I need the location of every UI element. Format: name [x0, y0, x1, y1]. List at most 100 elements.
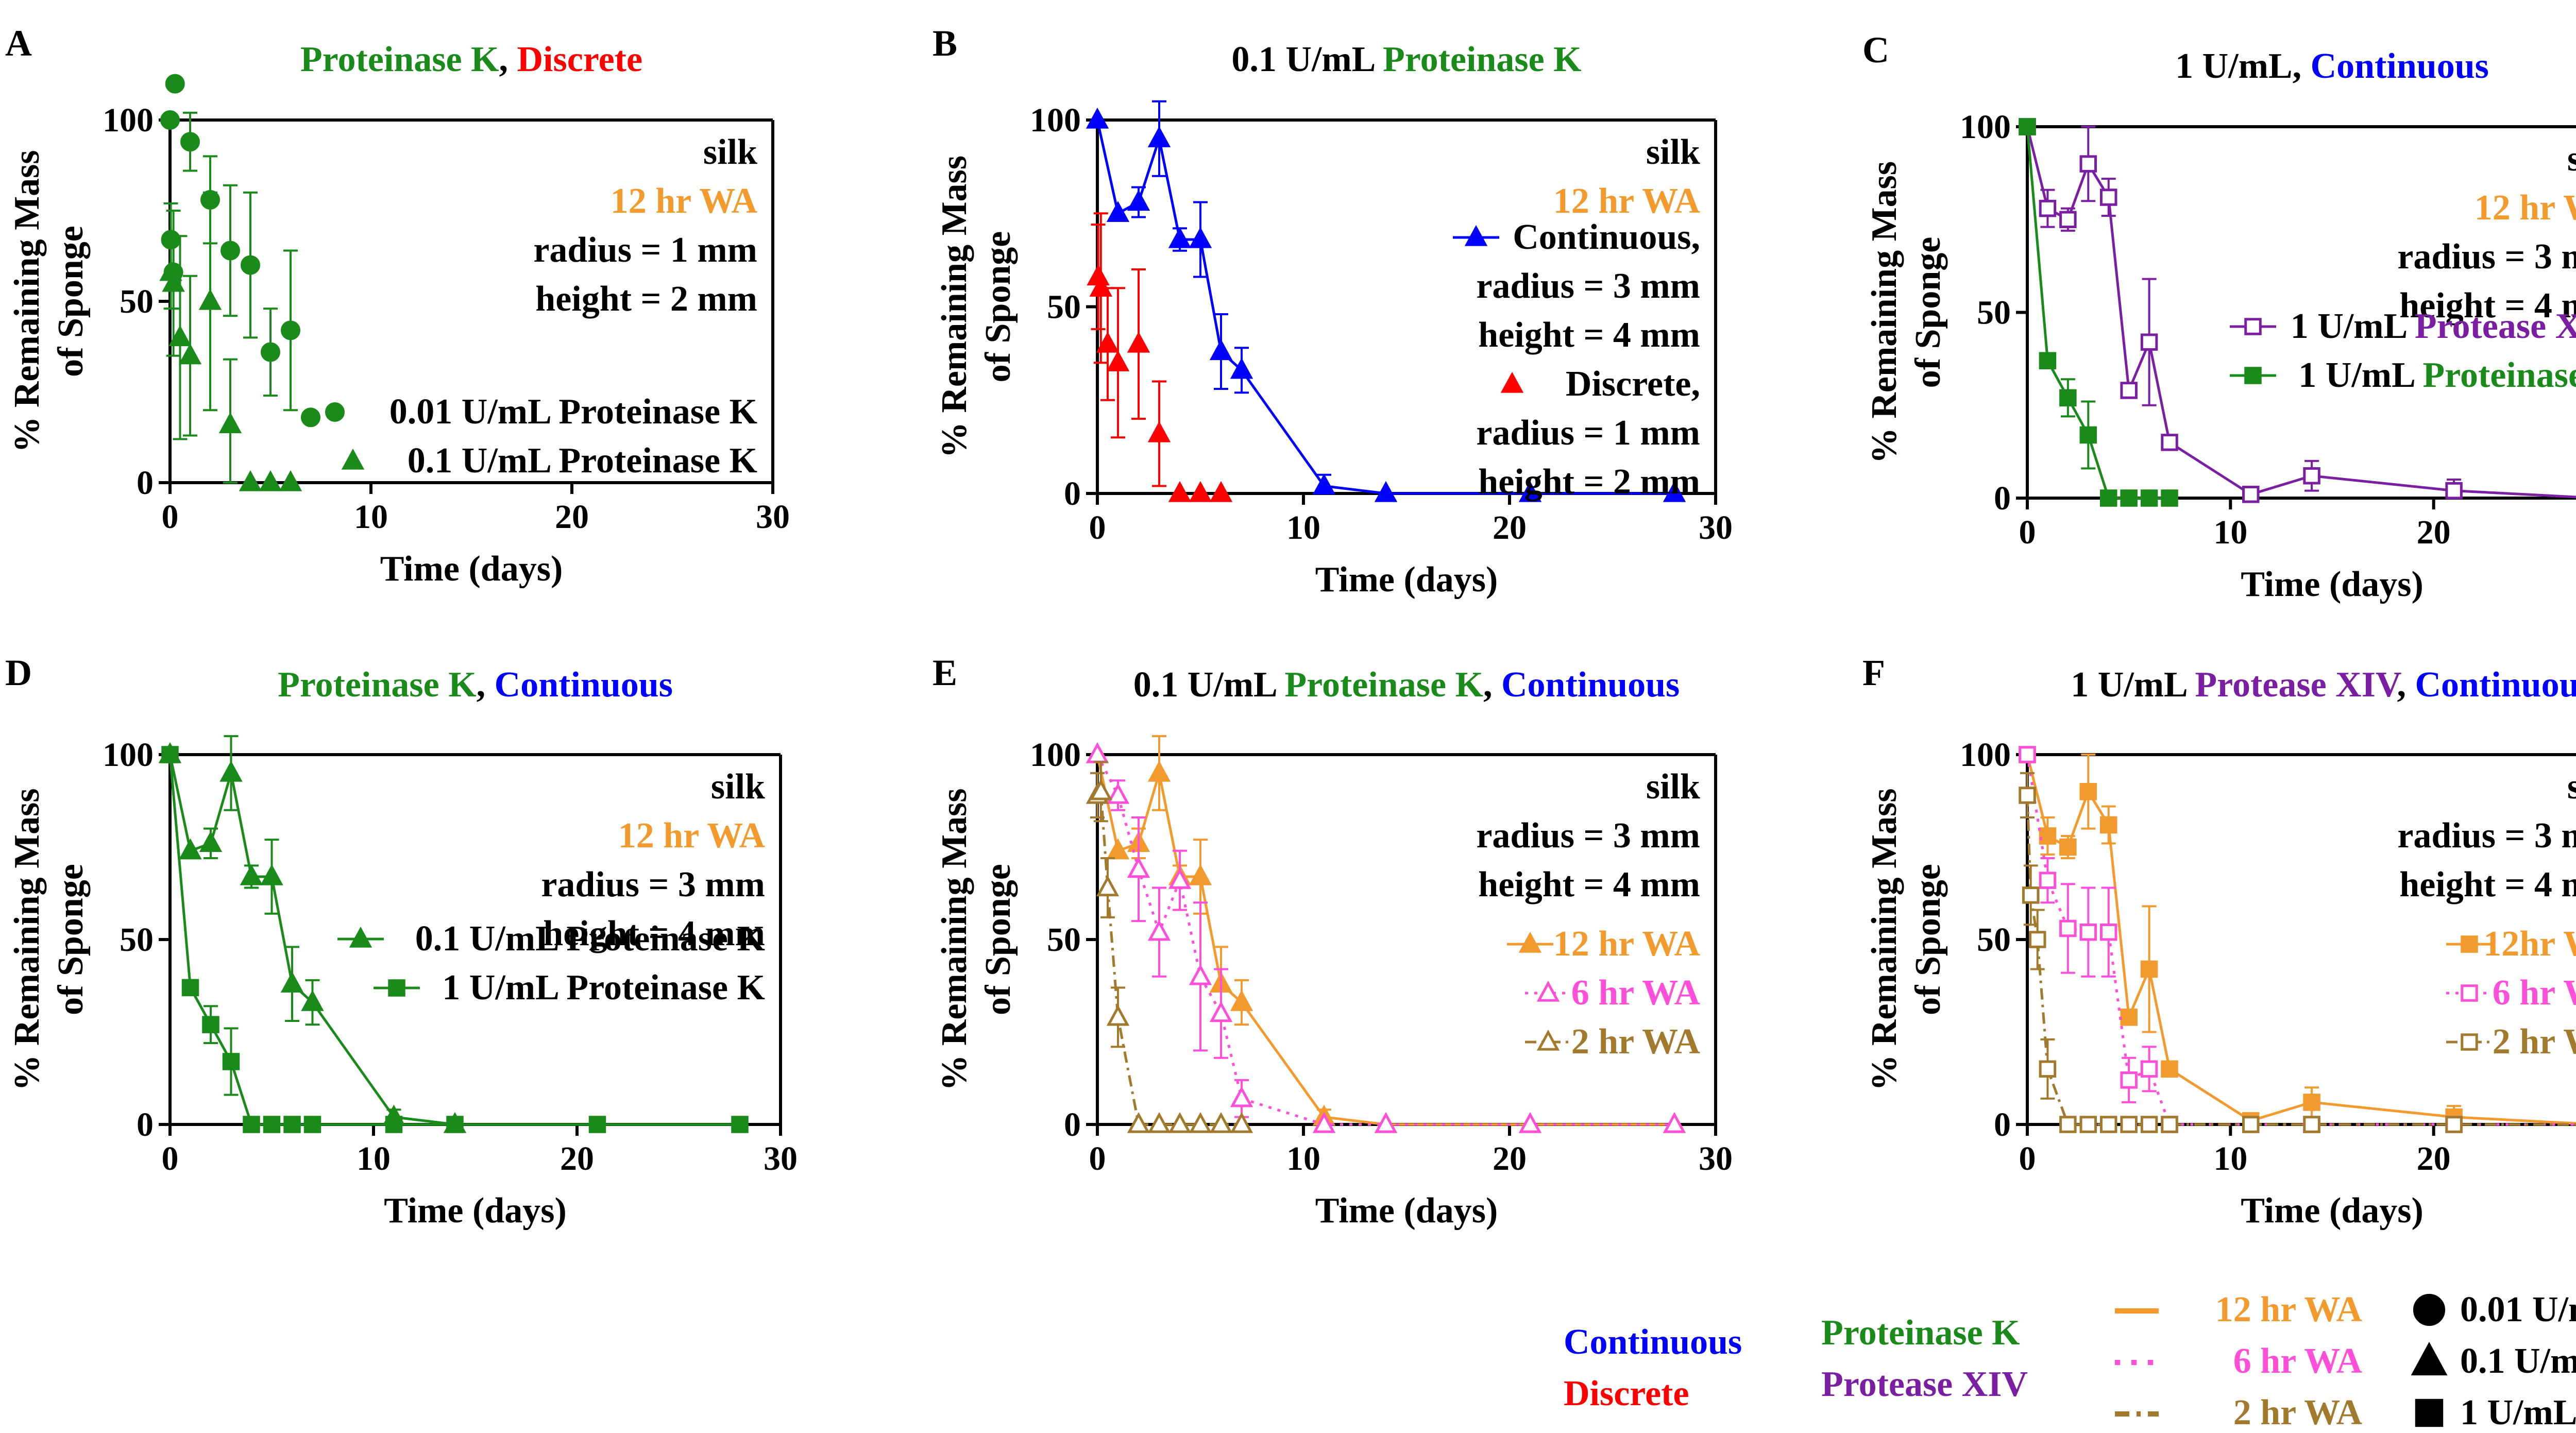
legend-label: 1 U/mL Proteinase K: [442, 968, 765, 1008]
data-point: [198, 288, 222, 310]
data-point: [1374, 481, 1398, 502]
annotation: height = 4 mm: [1478, 865, 1700, 905]
x-tick-label: 30: [1699, 509, 1733, 547]
legend-marker: [2461, 1033, 2478, 1051]
data-point: [301, 990, 324, 1011]
data-point: [2079, 1116, 2097, 1133]
y-tick-label: 0: [1994, 480, 2011, 517]
series-0-1-u-ml-proteinase-k: [159, 191, 302, 491]
panel-letter: E: [933, 652, 957, 693]
data-point: [1089, 779, 1113, 800]
legend-label: 12 hr WA: [1553, 924, 1701, 964]
series-discrete: [1087, 212, 1233, 502]
data-point: [1127, 331, 1150, 353]
annotation: silk: [711, 767, 765, 807]
y-axis-label: of Sponge: [51, 226, 91, 377]
chart-title-run: ,: [477, 665, 495, 705]
x-tick-label: 0: [162, 498, 179, 536]
legend-label: 12hr WA: [2483, 924, 2576, 964]
series-0-01-u-ml-proteinase-k: [160, 74, 320, 428]
data-point: [2120, 382, 2138, 399]
data-point: [1189, 864, 1212, 885]
data-point: [1230, 1112, 1253, 1133]
data-point: [178, 343, 202, 365]
data-point: [1086, 107, 1109, 129]
legend-marker: [2244, 367, 2262, 384]
data-point: [1230, 990, 1253, 1011]
annotation: 12 hr WA: [618, 816, 766, 856]
x-tick-label: 30: [756, 498, 790, 536]
key-conc-label: 0.1 U/mL: [2460, 1341, 2576, 1381]
legend-marker: [2461, 984, 2478, 1002]
series-1-u-ml-proteinase-k: [2019, 118, 2178, 507]
chart-title-run: 0.1 U/mL: [1133, 665, 1285, 705]
legend-label-run: Protease XIV: [2415, 306, 2576, 346]
data-point: [2079, 783, 2097, 800]
data-point: [2120, 489, 2138, 507]
y-tick-label: 0: [1994, 1106, 2011, 1144]
chart-title-run: Continuous: [2311, 46, 2489, 86]
data-point: [303, 1116, 321, 1133]
y-tick-label: 50: [1047, 921, 1081, 959]
x-axis-label: Time (days): [380, 549, 563, 589]
legend-label: height = 4 mm: [1478, 315, 1700, 355]
x-tick-label: 20: [1493, 509, 1527, 547]
data-point: [1168, 481, 1192, 502]
data-point: [1147, 1112, 1171, 1133]
data-point: [222, 1053, 240, 1070]
legend-marker: [388, 979, 405, 997]
y-axis-label: % Remaining Mass: [7, 788, 47, 1090]
y-axis-label: of Sponge: [1908, 864, 1948, 1015]
series-1-u-ml-proteinase-k: [161, 746, 749, 1133]
data-point: [2059, 838, 2077, 856]
data-point: [2079, 923, 2097, 941]
key-conc-marker: [2415, 1398, 2444, 1427]
data-point: [2120, 1116, 2138, 1133]
y-tick-label: 0: [137, 1106, 154, 1144]
annotation: silk: [1646, 132, 1700, 172]
y-tick-label: 0: [1064, 475, 1081, 513]
data-point: [219, 760, 243, 782]
data-point: [1096, 331, 1120, 353]
key-conc-marker: [2411, 1342, 2448, 1376]
y-tick-label: 100: [1960, 108, 2011, 146]
panel-letter: D: [5, 652, 32, 693]
legend-label: radius = 3 mm: [1476, 266, 1700, 306]
x-axis-label: Time (days): [2241, 565, 2424, 604]
panel-b: B 0.1 U/mL Proteinase K 0 10 20 30 0 50 100 Time …: [933, 23, 1733, 600]
x-tick-label: 10: [354, 498, 388, 536]
data-point: [2242, 1116, 2260, 1133]
legend-label: 2 hr WA: [1571, 1022, 1701, 1062]
data-point: [2120, 1071, 2138, 1089]
x-tick-label: 0: [2019, 514, 2036, 551]
x-tick-label: 10: [2213, 1140, 2247, 1178]
data-point: [2445, 482, 2463, 500]
data-point: [2140, 1060, 2158, 1078]
annotation: height = 2 mm: [535, 279, 757, 319]
panel-letter: A: [5, 23, 32, 64]
annotation: radius = 3 mm: [2397, 237, 2576, 277]
chart-title-run: Discrete: [517, 40, 643, 79]
data-point: [180, 132, 200, 152]
data-point: [2303, 467, 2320, 485]
y-tick-label: 50: [1977, 294, 2011, 332]
legend-marker: [341, 448, 365, 470]
data-point: [1089, 276, 1113, 297]
data-point: [1663, 481, 1686, 502]
data-point: [301, 407, 320, 428]
y-tick-label: 0: [137, 464, 154, 502]
key-conc-label: 1 U/mL: [2460, 1393, 2576, 1432]
data-point: [2303, 1094, 2320, 1111]
series-12hr-wa: [2019, 746, 2576, 1130]
key-wa-label: 12 hr WA: [2215, 1290, 2363, 1329]
legend-label: radius = 1 mm: [1476, 413, 1700, 453]
data-point: [263, 1116, 281, 1133]
data-point: [259, 470, 282, 491]
panel-a: A Proteinase K, Discrete 0 10 20 30 0 50 100 Time…: [5, 23, 790, 589]
data-point: [731, 1116, 749, 1133]
data-point: [280, 971, 304, 993]
data-point: [2140, 333, 2158, 351]
key-mode-label: Continuous: [1564, 1322, 1742, 1362]
x-tick-label: 0: [1089, 1140, 1106, 1178]
